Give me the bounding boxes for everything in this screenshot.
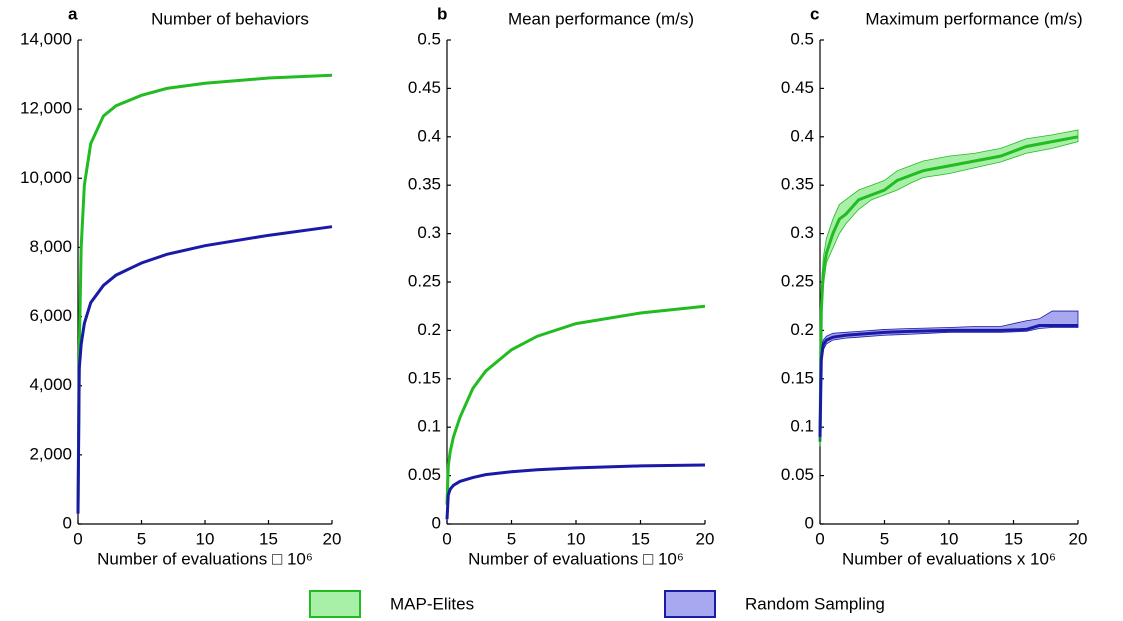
y-tick-label: 0.35 bbox=[781, 175, 814, 194]
x-tick-label: 10 bbox=[196, 529, 215, 548]
panel-label: c bbox=[810, 4, 819, 23]
x-tick-label: 5 bbox=[880, 529, 889, 548]
y-tick-label: 0.1 bbox=[417, 417, 441, 436]
legend-label: MAP-Elites bbox=[390, 594, 474, 613]
x-tick-label: 5 bbox=[507, 529, 516, 548]
x-axis-label: Number of evaluations x 10⁶ bbox=[842, 549, 1056, 568]
y-tick-label: 14,000 bbox=[20, 29, 72, 48]
y-tick-label: 2,000 bbox=[29, 444, 72, 463]
y-tick-label: 0.3 bbox=[417, 223, 441, 242]
y-tick-label: 0 bbox=[432, 513, 441, 532]
legend-swatch bbox=[309, 590, 361, 618]
y-tick-label: 8,000 bbox=[29, 237, 72, 256]
data-line bbox=[818, 135, 1079, 442]
y-tick-label: 0.25 bbox=[781, 271, 814, 290]
x-axis-label: Number of evaluations □ 10⁶ bbox=[97, 549, 313, 568]
x-tick-label: 10 bbox=[567, 529, 586, 548]
y-tick-label: 0.2 bbox=[790, 320, 814, 339]
y-tick-label: 0.5 bbox=[417, 29, 441, 48]
x-tick-label: 20 bbox=[1069, 529, 1088, 548]
y-tick-label: 0.35 bbox=[408, 175, 441, 194]
chart-title: Mean performance (m/s) bbox=[508, 9, 694, 28]
y-tick-label: 0.1 bbox=[790, 417, 814, 436]
x-tick-label: 15 bbox=[259, 529, 278, 548]
y-tick-label: 0.4 bbox=[790, 126, 814, 145]
x-tick-label: 0 bbox=[442, 529, 451, 548]
x-tick-label: 0 bbox=[815, 529, 824, 548]
y-tick-label: 0.05 bbox=[408, 465, 441, 484]
chart-title: Maximum performance (m/s) bbox=[865, 9, 1082, 28]
chart-title: Number of behaviors bbox=[151, 9, 309, 28]
y-tick-label: 0.15 bbox=[408, 368, 441, 387]
y-tick-label: 0.05 bbox=[781, 465, 814, 484]
y-tick-label: 0 bbox=[63, 513, 72, 532]
x-tick-label: 20 bbox=[323, 529, 342, 548]
x-tick-label: 0 bbox=[73, 529, 82, 548]
data-line bbox=[76, 73, 333, 514]
data-line bbox=[818, 324, 1078, 437]
panel-label: a bbox=[68, 4, 78, 23]
y-tick-label: 6,000 bbox=[29, 306, 72, 325]
y-tick-label: 0 bbox=[805, 513, 814, 532]
y-tick-label: 0.45 bbox=[781, 78, 814, 97]
legend-swatch bbox=[664, 590, 716, 618]
x-tick-label: 15 bbox=[1004, 529, 1023, 548]
y-tick-label: 0.3 bbox=[790, 223, 814, 242]
y-tick-label: 0.2 bbox=[417, 320, 441, 339]
y-tick-label: 12,000 bbox=[20, 99, 72, 118]
y-tick-label: 10,000 bbox=[20, 168, 72, 187]
data-line bbox=[445, 304, 706, 505]
y-tick-label: 4,000 bbox=[29, 375, 72, 394]
data-line bbox=[445, 463, 706, 520]
x-tick-label: 15 bbox=[631, 529, 650, 548]
x-tick-label: 10 bbox=[940, 529, 959, 548]
y-tick-label: 0.4 bbox=[417, 126, 441, 145]
y-tick-label: 0.15 bbox=[781, 368, 814, 387]
legend-label: Random Sampling bbox=[745, 594, 885, 613]
x-tick-label: 20 bbox=[696, 529, 715, 548]
y-tick-label: 0.5 bbox=[790, 29, 814, 48]
panel-label: b bbox=[437, 4, 447, 23]
confidence-band bbox=[819, 129, 1079, 447]
y-tick-label: 0.25 bbox=[408, 271, 441, 290]
x-axis-label: Number of evaluations □ 10⁶ bbox=[468, 549, 684, 568]
y-tick-label: 0.45 bbox=[408, 78, 441, 97]
x-tick-label: 5 bbox=[137, 529, 146, 548]
data-line bbox=[76, 225, 333, 514]
